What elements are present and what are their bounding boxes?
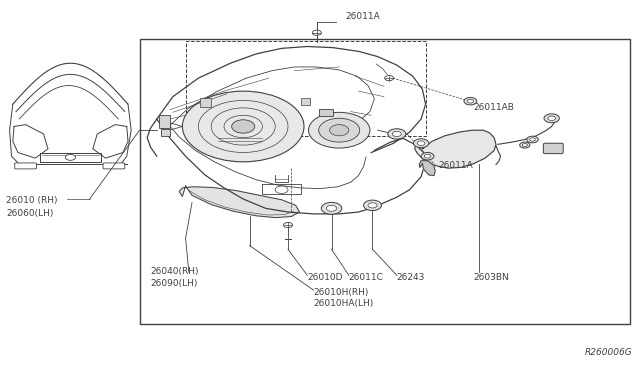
Text: 26010 (RH): 26010 (RH): [6, 196, 58, 205]
Circle shape: [284, 222, 292, 228]
Circle shape: [522, 144, 527, 147]
Text: 2603BN: 2603BN: [474, 273, 509, 282]
Text: 26010HA(LH): 26010HA(LH): [314, 299, 374, 308]
Circle shape: [392, 131, 401, 137]
Circle shape: [464, 97, 477, 105]
Circle shape: [182, 91, 304, 162]
Circle shape: [275, 186, 288, 193]
Text: 26040(RH): 26040(RH): [150, 267, 199, 276]
Bar: [319, 109, 333, 116]
Circle shape: [65, 154, 76, 160]
Circle shape: [321, 202, 342, 214]
Circle shape: [421, 153, 434, 160]
Circle shape: [530, 138, 536, 141]
Circle shape: [527, 136, 538, 143]
Bar: [140, 39, 630, 324]
FancyBboxPatch shape: [15, 163, 36, 169]
Text: 26090(LH): 26090(LH): [150, 279, 198, 288]
Text: 26011A: 26011A: [346, 12, 380, 21]
Circle shape: [330, 125, 349, 136]
Circle shape: [368, 203, 377, 208]
Bar: [301, 98, 310, 105]
Circle shape: [319, 118, 360, 142]
Text: 26010D: 26010D: [307, 273, 342, 282]
Text: 26243: 26243: [397, 273, 425, 282]
FancyBboxPatch shape: [103, 163, 125, 169]
Bar: [161, 129, 170, 136]
Text: R260006G: R260006G: [584, 348, 632, 357]
Circle shape: [388, 129, 406, 139]
Polygon shape: [419, 161, 435, 176]
Text: 26010H(RH): 26010H(RH): [314, 288, 369, 296]
Text: 26060(LH): 26060(LH): [6, 209, 54, 218]
Circle shape: [544, 114, 559, 123]
Text: 26011C: 26011C: [349, 273, 383, 282]
Circle shape: [467, 99, 474, 103]
Circle shape: [548, 116, 556, 121]
Circle shape: [232, 120, 255, 133]
Circle shape: [417, 141, 425, 145]
Circle shape: [312, 30, 321, 35]
Bar: [159, 115, 170, 128]
Polygon shape: [415, 130, 496, 168]
Text: 26011AB: 26011AB: [474, 103, 515, 112]
Polygon shape: [179, 186, 300, 218]
Circle shape: [413, 139, 429, 148]
Bar: [200, 98, 211, 107]
FancyBboxPatch shape: [543, 143, 563, 154]
Circle shape: [326, 205, 337, 211]
Bar: [186, 41, 426, 136]
Circle shape: [385, 76, 394, 81]
Circle shape: [308, 112, 370, 148]
Text: 26011A: 26011A: [438, 161, 473, 170]
Circle shape: [364, 200, 381, 211]
Circle shape: [424, 154, 431, 158]
Circle shape: [520, 142, 530, 148]
